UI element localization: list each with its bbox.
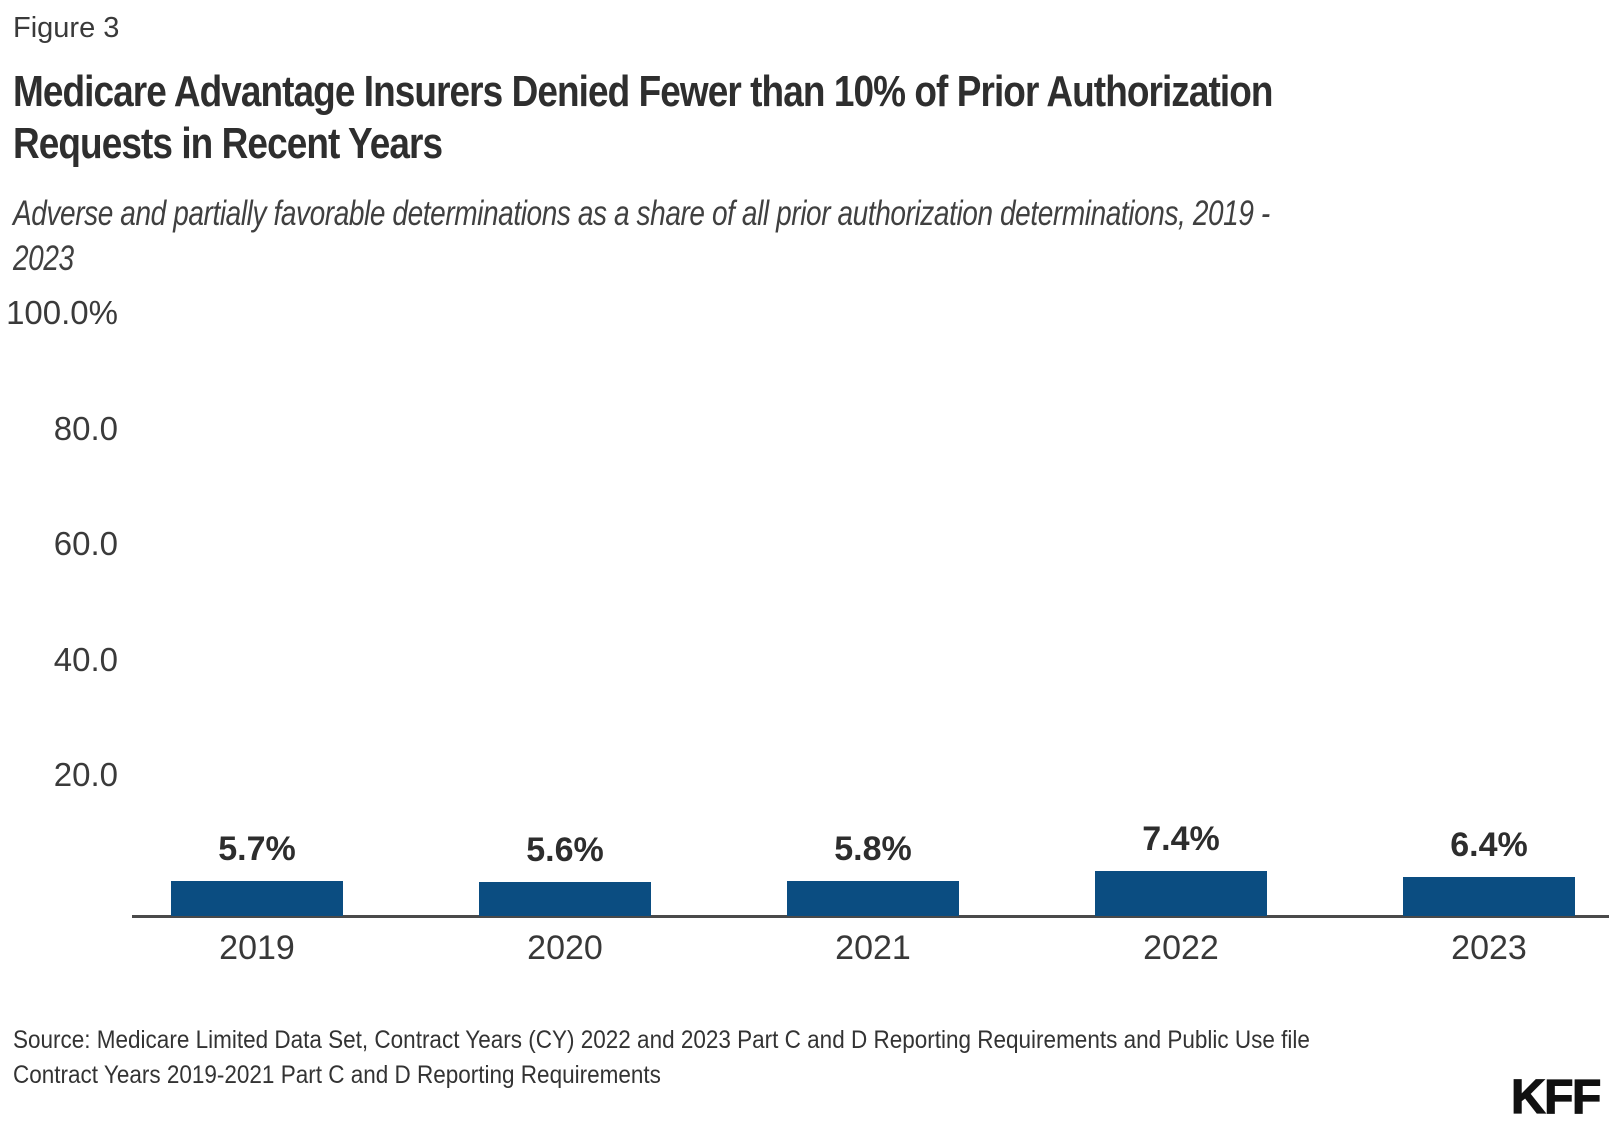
kff-logo: KFF (1510, 1071, 1602, 1124)
bar-value-label: 5.6% (526, 831, 604, 869)
source-note: Source: Medicare Limited Data Set, Contr… (13, 1023, 1454, 1093)
x-axis-line (132, 915, 1609, 918)
x-tick-label: 2023 (1451, 929, 1527, 967)
x-tick-label: 2021 (835, 929, 911, 967)
figure-label: Figure 3 (13, 12, 120, 44)
page-subtitle-line: 2023 (13, 239, 74, 278)
page-title-line: Medicare Advantage Insurers Denied Fewer… (13, 67, 1273, 116)
y-tick-label: 40.0 (53, 641, 118, 678)
y-tick-label: 100.0% (6, 294, 118, 331)
y-tick-label: 20.0 (53, 756, 118, 793)
bar-2020 (479, 882, 651, 916)
page-title: Medicare Advantage Insurers Denied Fewer… (13, 66, 1512, 170)
page-title-line: Requests in Recent Years (13, 119, 443, 168)
bar-2021 (787, 881, 959, 916)
bar-2019 (171, 881, 343, 916)
page-subtitle-line: Adverse and partially favorable determin… (13, 194, 1270, 233)
source-line-1: Source: Medicare Limited Data Set, Contr… (13, 1026, 1310, 1054)
bar-value-label: 7.4% (1142, 820, 1220, 858)
y-tick-label: 80.0 (53, 410, 118, 447)
bar-2022 (1095, 871, 1267, 916)
bar-2023 (1403, 877, 1575, 916)
bar-value-label: 6.4% (1450, 826, 1528, 864)
x-tick-label: 2020 (527, 929, 603, 967)
x-tick-label: 2022 (1143, 929, 1219, 967)
y-tick-label: 60.0 (53, 525, 118, 562)
bar-value-label: 5.8% (834, 830, 912, 868)
source-line-2: Contract Years 2019-2021 Part C and D Re… (13, 1061, 661, 1089)
x-tick-label: 2019 (219, 929, 295, 967)
bar-value-label: 5.7% (218, 830, 296, 868)
page-subtitle: Adverse and partially favorable determin… (13, 191, 1584, 281)
